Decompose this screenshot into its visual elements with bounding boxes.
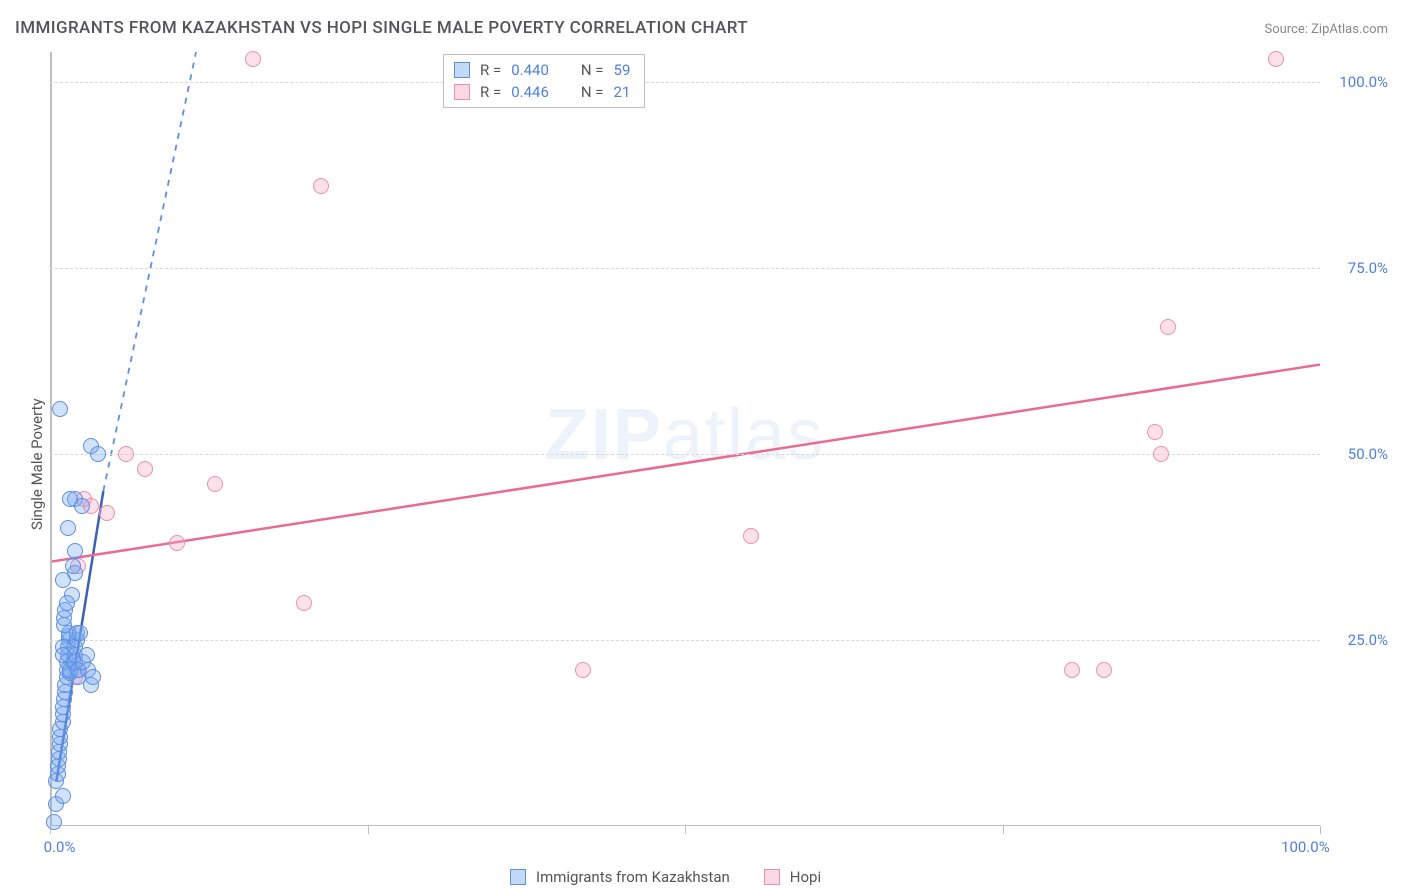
blue-marker	[46, 814, 62, 830]
blue-marker	[55, 572, 71, 588]
pink-legend-swatch	[764, 869, 780, 885]
blue-marker	[60, 520, 76, 536]
y-tick-label: 75.0%	[1348, 259, 1388, 277]
pink-marker	[1160, 319, 1176, 335]
n-value: 21	[614, 81, 631, 103]
r-value: 0.446	[511, 81, 549, 103]
blue-marker	[72, 625, 88, 641]
pink-marker	[99, 505, 115, 521]
y-tick-label: 25.0%	[1348, 631, 1388, 649]
blue-marker	[52, 401, 68, 417]
pink-legend-label: Hopi	[790, 868, 821, 886]
pink-marker	[1096, 662, 1112, 678]
pink-marker	[137, 461, 153, 477]
blue-swatch	[454, 62, 470, 78]
pink-marker	[207, 476, 223, 492]
chart-title: IMMIGRANTS FROM KAZAKHSTAN VS HOPI SINGL…	[15, 18, 748, 38]
r-value: 0.440	[511, 59, 549, 81]
blue-marker	[55, 788, 71, 804]
pink-marker	[1268, 51, 1284, 67]
pink-marker	[1147, 424, 1163, 440]
blue-marker	[85, 669, 101, 685]
y-axis-label: Single Male Poverty	[28, 398, 46, 530]
blue-legend-label: Immigrants from Kazakhstan	[536, 868, 730, 886]
blue-marker	[65, 558, 81, 574]
n-label: N =	[581, 59, 604, 81]
pink-marker	[743, 528, 759, 544]
blue-legend-swatch	[510, 869, 526, 885]
source-credit: Source: ZipAtlas.com	[1264, 22, 1388, 37]
y-tick-label: 50.0%	[1348, 445, 1388, 463]
pink-swatch	[454, 84, 470, 100]
series-legend: Immigrants from Kazakhstan Hopi	[510, 868, 821, 886]
blue-marker	[79, 647, 95, 663]
pink-marker	[169, 535, 185, 551]
r-label: R =	[480, 59, 501, 81]
pink-marker	[1064, 662, 1080, 678]
pink-marker	[296, 595, 312, 611]
x-tick-label: 0.0%	[44, 838, 76, 856]
pink-marker	[118, 446, 134, 462]
blue-marker	[59, 595, 75, 611]
stats-legend: R = 0.440 N = 59 R = 0.446 N = 21	[443, 54, 645, 108]
pink-marker	[1153, 446, 1169, 462]
pink-marker	[245, 51, 261, 67]
y-tick-label: 100.0%	[1339, 73, 1388, 91]
pink-marker	[575, 662, 591, 678]
n-label: N =	[581, 81, 604, 103]
blue-marker	[62, 491, 78, 507]
r-label: R =	[480, 81, 501, 103]
n-value: 59	[614, 59, 631, 81]
pink-marker	[313, 178, 329, 194]
blue-marker	[67, 543, 83, 559]
x-tick-label: 100.0%	[1281, 838, 1330, 856]
regression-lines	[50, 52, 1320, 826]
scatter-plot: ZIPatlas 25.0%50.0%75.0%100.0%0.0%100.0%	[50, 52, 1320, 826]
blue-marker	[90, 446, 106, 462]
